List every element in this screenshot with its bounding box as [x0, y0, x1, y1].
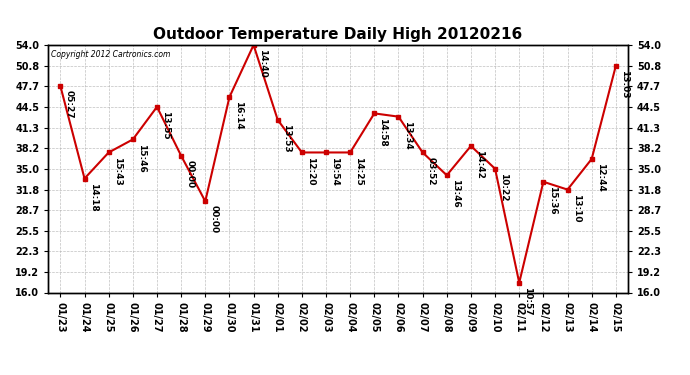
Text: Copyright 2012 Cartronics.com: Copyright 2012 Cartronics.com: [51, 50, 170, 59]
Text: 10:57: 10:57: [524, 287, 533, 315]
Text: 13:10: 13:10: [572, 194, 581, 222]
Text: 12:20: 12:20: [306, 157, 315, 185]
Text: 14:18: 14:18: [89, 183, 98, 212]
Text: 14:25: 14:25: [355, 157, 364, 185]
Text: 13:53: 13:53: [282, 124, 291, 153]
Text: 13:34: 13:34: [403, 121, 412, 150]
Text: 15:43: 15:43: [113, 157, 122, 185]
Text: 16:14: 16:14: [234, 101, 243, 130]
Text: 14:42: 14:42: [475, 150, 484, 179]
Text: 03:52: 03:52: [427, 157, 436, 185]
Text: 14:58: 14:58: [379, 117, 388, 146]
Text: 00:00: 00:00: [210, 206, 219, 234]
Text: 13:55: 13:55: [161, 111, 170, 140]
Text: 13:46: 13:46: [451, 179, 460, 208]
Text: 12:44: 12:44: [596, 163, 605, 192]
Text: 14:40: 14:40: [258, 49, 267, 78]
Text: 00:00: 00:00: [186, 160, 195, 188]
Text: 15:46: 15:46: [137, 144, 146, 172]
Title: Outdoor Temperature Daily High 20120216: Outdoor Temperature Daily High 20120216: [153, 27, 523, 42]
Text: 05:27: 05:27: [65, 90, 74, 119]
Text: 10:22: 10:22: [500, 173, 509, 201]
Text: 13:03: 13:03: [620, 70, 629, 99]
Text: 15:36: 15:36: [548, 186, 557, 214]
Text: 19:54: 19:54: [331, 157, 339, 186]
